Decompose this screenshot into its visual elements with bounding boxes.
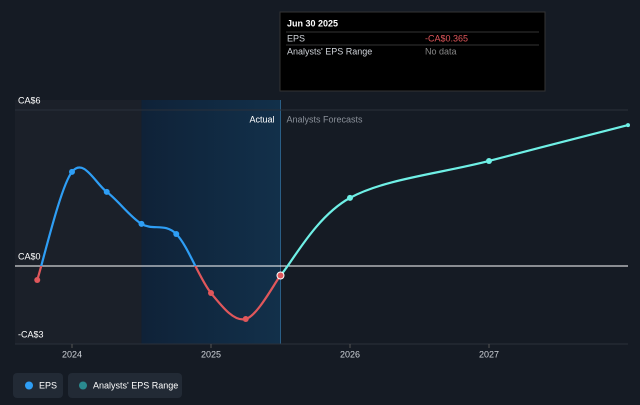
y-tick-label: CA$6 [18, 95, 41, 105]
eps-point [276, 271, 285, 280]
eps-point [207, 290, 214, 297]
legend-label[interactable]: EPS [39, 380, 57, 390]
legend-range[interactable]: Analysts' EPS Range [68, 373, 182, 398]
forecast-point [626, 123, 630, 128]
legend-button[interactable] [68, 373, 182, 398]
legend-eps[interactable]: EPS [13, 373, 63, 398]
forecast-line [279, 124, 629, 277]
legend-swatch [79, 381, 87, 390]
x-tick-label: 2024 [62, 349, 82, 359]
forecast-label: Analysts Forecasts [286, 114, 363, 124]
eps-point [138, 220, 145, 227]
eps-point [34, 277, 41, 284]
x-tick-label: 2026 [340, 349, 360, 359]
tooltip-label: Analysts' EPS Range [287, 46, 372, 56]
eps-point [103, 188, 110, 195]
past-region [15, 100, 142, 344]
y-tick-label: -CA$3 [18, 329, 44, 339]
tooltip-date: Jun 30 2025 [287, 18, 338, 28]
tooltip: Jun 30 2025 EPS -CA$0.365 Analysts' EPS … [279, 11, 546, 92]
forecast-point [485, 157, 492, 164]
y-tick-label: CA$0 [18, 251, 41, 261]
legend-label[interactable]: Analysts' EPS Range [93, 380, 178, 390]
tooltip-box [279, 11, 546, 92]
eps-point [173, 231, 180, 238]
tooltip-value: No data [425, 46, 457, 56]
legend-button[interactable] [13, 373, 63, 398]
eps-point [68, 168, 75, 175]
tooltip-label: EPS [287, 33, 305, 43]
x-tick-label: 2025 [201, 349, 221, 359]
eps-point [242, 316, 249, 323]
legend-swatch [25, 381, 33, 390]
last-year-region [141, 100, 281, 344]
x-tick-label: 2027 [479, 349, 499, 359]
tooltip-value: -CA$0.365 [425, 33, 468, 43]
actual-label: Actual [249, 114, 274, 124]
forecast-point [346, 194, 353, 201]
